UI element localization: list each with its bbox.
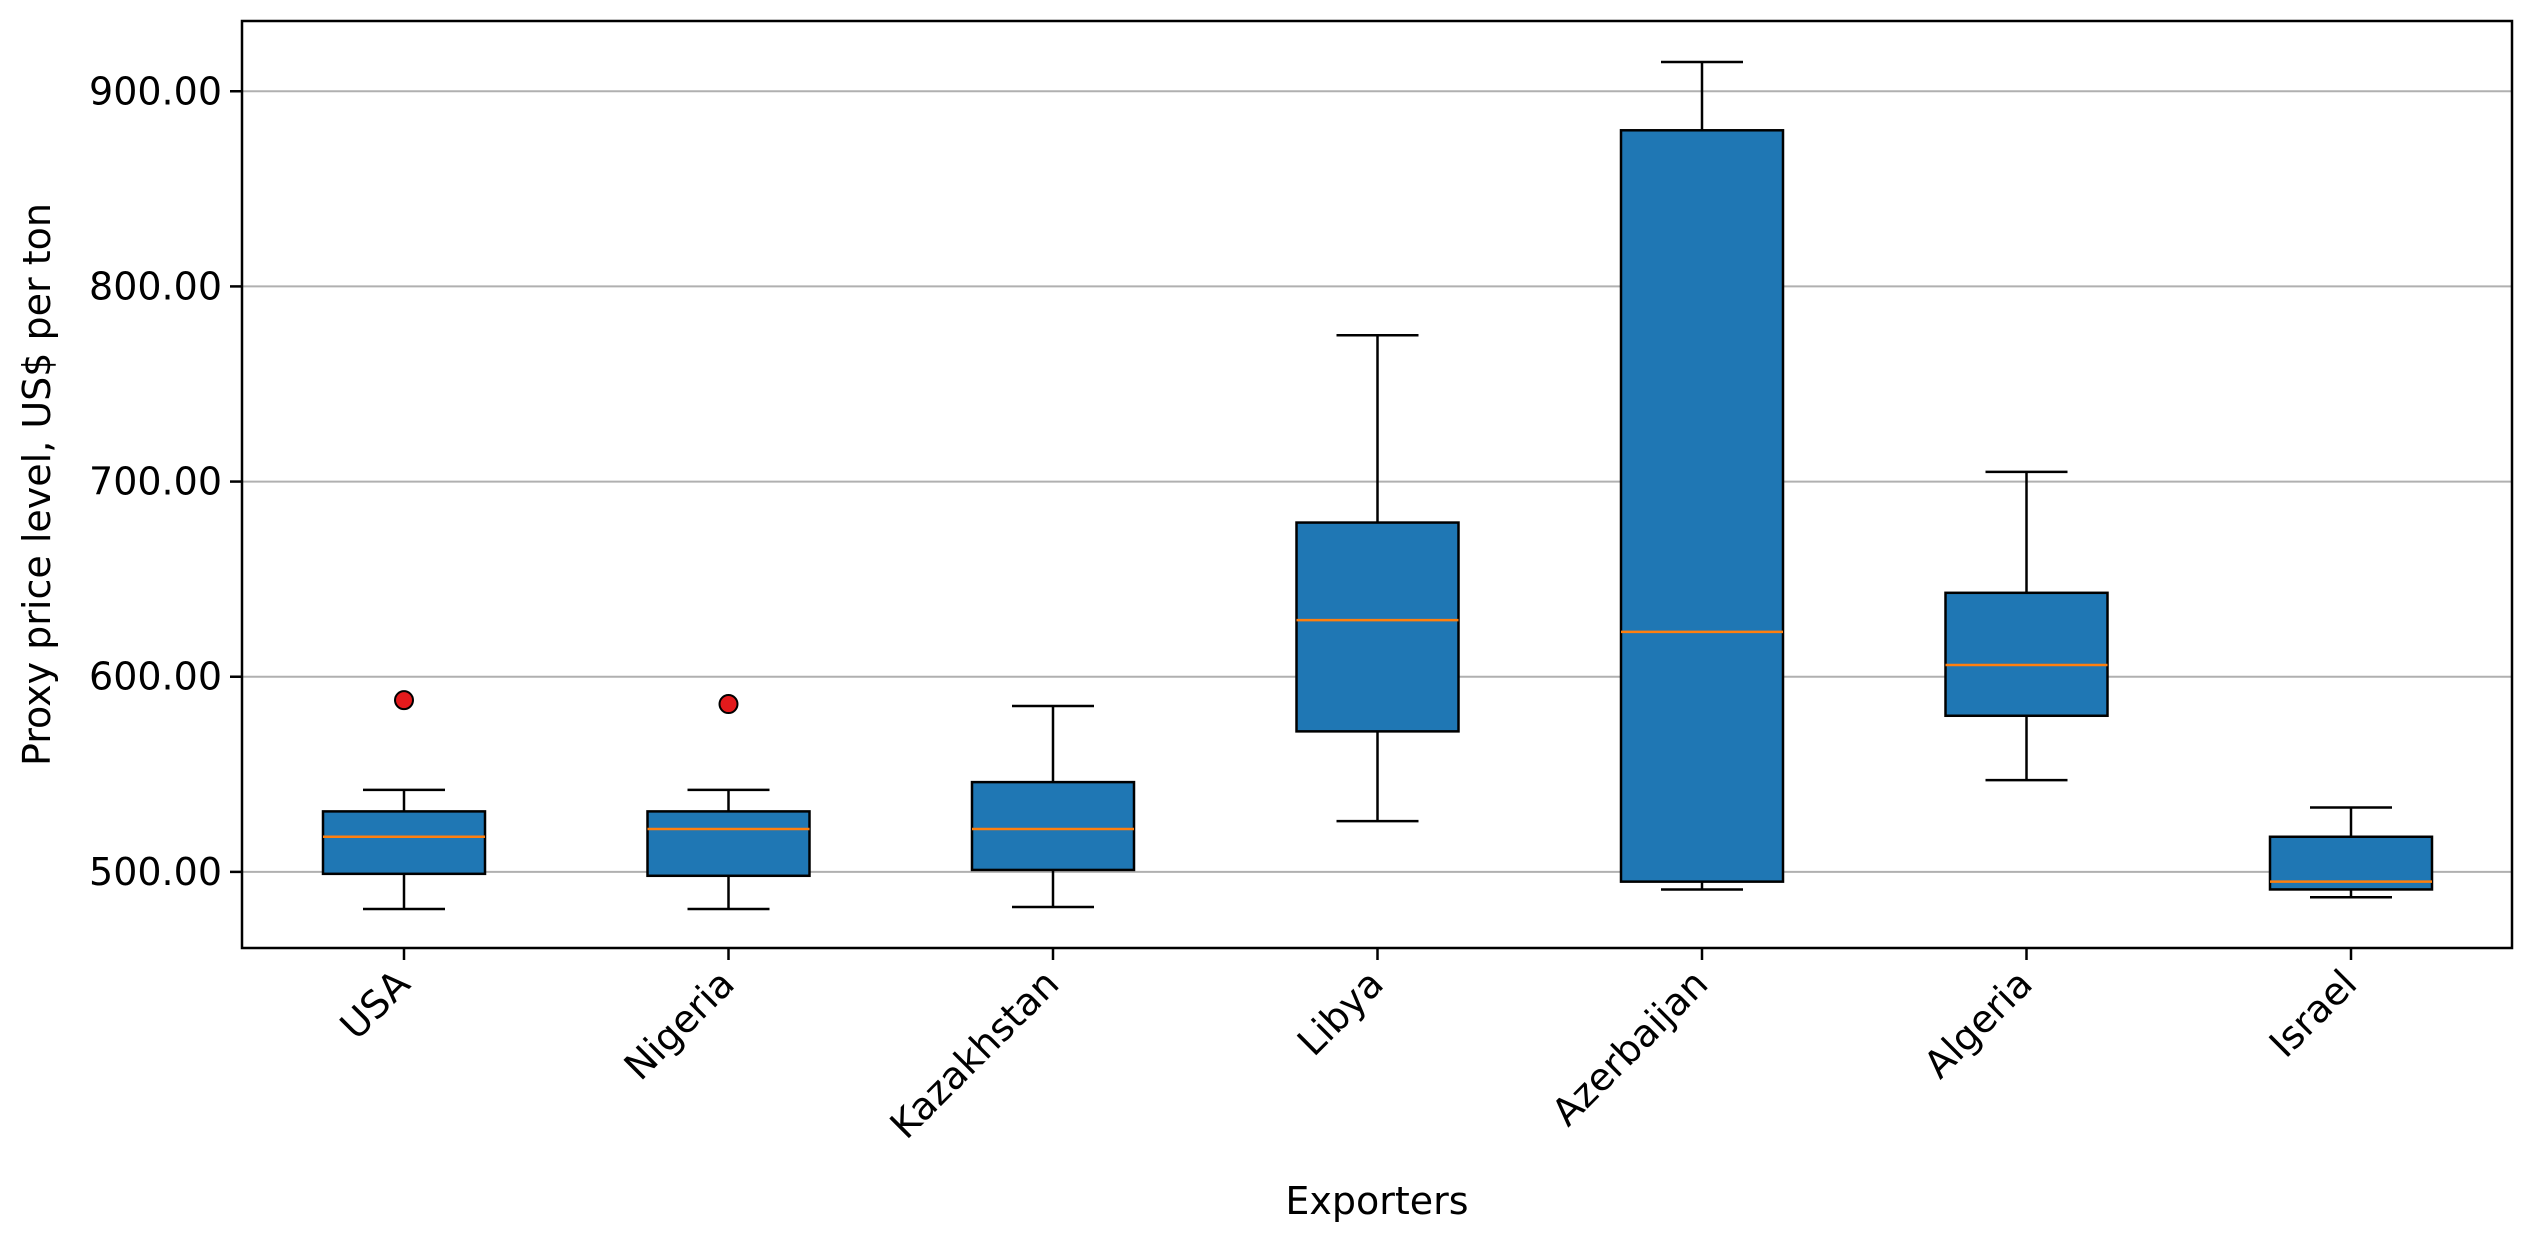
y-tick-label: 900.00 [89, 69, 222, 113]
iqr-box [1619, 129, 1785, 883]
box-nigeria [646, 694, 811, 911]
x-tick-label: Kazakhstan [881, 961, 1067, 1147]
y-tick-label: 600.00 [89, 655, 222, 699]
box-kazakhstan [970, 704, 1136, 909]
x-tick-label: Algeria [1915, 961, 2041, 1087]
box-usa [321, 690, 487, 911]
iqr-box [1944, 591, 2109, 718]
outlier-point [718, 694, 739, 715]
y-tick-label: 700.00 [89, 460, 222, 504]
x-tick-label: Azerbaijan [1543, 961, 1716, 1134]
outlier-point [394, 690, 414, 711]
y-tick-label: 800.00 [89, 264, 222, 308]
x-tick-label: Israel [2261, 961, 2366, 1066]
iqr-box [646, 810, 811, 878]
x-axis-title: Exporters [1285, 1179, 1468, 1223]
box-plot-series [321, 60, 2434, 911]
x-tick-label: Libya [1289, 961, 1392, 1064]
y-tick-label: 500.00 [89, 850, 222, 894]
y-axis-ticks: 500.00 600.00 700.00 800.00 900.00 [89, 69, 242, 894]
iqr-box [321, 810, 487, 876]
y-axis-title: Proxy price level, US$ per ton [15, 203, 59, 766]
box-israel [2268, 806, 2434, 899]
x-axis-ticks: USA Nigeria Kazakhstan Libya Azerbaijan Alger… [332, 948, 2366, 1147]
iqr-box [1295, 521, 1460, 733]
box-libya [1295, 333, 1460, 823]
box-algeria [1944, 470, 2109, 782]
iqr-box [970, 780, 1136, 872]
box-azerbaijan [1619, 60, 1785, 891]
x-tick-label: Nigeria [616, 961, 743, 1088]
x-tick-label: USA [332, 961, 419, 1048]
